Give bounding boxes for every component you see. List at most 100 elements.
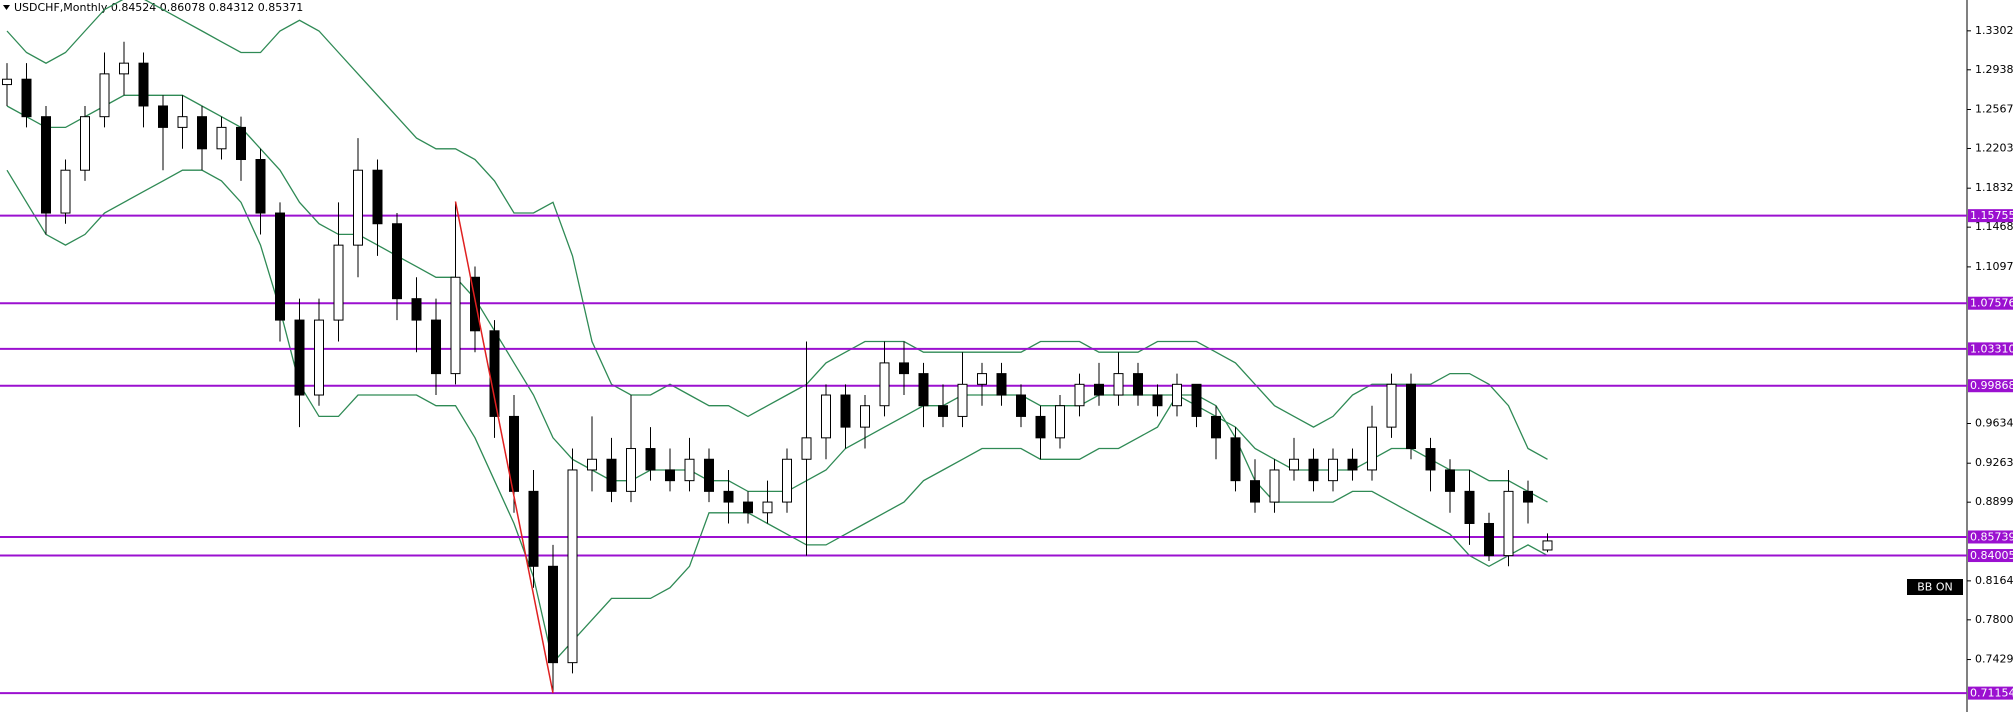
candle-up [177,116,188,128]
candle-down [704,458,714,492]
candle-up [99,73,110,118]
candle-down [392,223,402,300]
candle-down [528,490,539,567]
candle-down [1308,458,1319,482]
y-tick-label: 1.33020 [1975,24,2013,37]
candle-down [1191,383,1202,417]
candle-up [801,437,812,460]
candle-up [1113,373,1124,396]
level-label: 0.85739 [1970,530,2013,543]
candle-down [743,501,753,514]
candle-up [1386,383,1397,428]
candle-down [918,373,929,407]
level-label: 1.07576 [1970,297,2013,310]
candle-up [1055,405,1065,439]
bb-button-label[interactable]: BB ON [1917,581,1952,594]
candle-down [606,458,617,492]
candle-down [21,78,32,118]
candle-down [489,330,500,417]
candle-up [353,169,363,246]
level-label: 0.84005 [1970,549,2013,562]
candle-up [314,319,324,396]
candle-up [60,169,71,214]
y-tick-label: 1.18320 [1975,181,2013,194]
candle-up [782,458,792,503]
y-tick-label: 1.25670 [1975,103,2013,116]
menu-arrow[interactable] [3,5,10,10]
y-tick-label: 0.74290 [1975,653,2013,666]
candle-down [431,319,441,375]
candle-down [1035,415,1046,439]
candle-down [1230,437,1241,482]
y-tick-label: 1.14680 [1975,220,2013,233]
level-label-bg [1968,342,2013,356]
candle-up [450,276,461,375]
candle-up [80,116,90,171]
level-label: 1.15755 [1970,209,2013,222]
candle-up [1289,458,1299,471]
candle-down [1094,383,1104,396]
trendline [454,201,554,694]
candle-down [294,319,305,396]
candle-down [1347,458,1358,471]
candle-up [216,126,227,150]
candle-up [977,373,987,385]
bollinger-lower [6,169,1548,664]
level-label: 1.03310 [1970,342,2013,355]
candle-down [275,212,285,321]
candle-down [236,126,246,161]
candle-up [333,244,344,321]
level-label-bg [1968,549,2013,563]
candle-down [411,298,422,321]
candle-down [1464,490,1475,524]
candle-up [567,469,578,664]
candle-down [645,448,656,471]
candle-down [723,490,734,503]
candle-down [255,159,266,214]
level-label-bg [1968,686,2013,700]
candle-down [1406,383,1416,450]
candle-down [1250,480,1260,503]
level-label-bg [1968,296,2013,310]
candle-up [2,78,12,86]
candle-up [1074,383,1085,407]
candle-down [665,469,675,482]
candle-down [1523,490,1533,503]
candle-down [1152,394,1163,407]
candle-down [1445,469,1455,492]
candle-up [1172,383,1182,407]
y-tick-label: 1.29380 [1975,63,2013,76]
candle-up [1542,540,1553,551]
candle-down [41,116,51,214]
y-tick-label: 1.22030 [1975,141,2013,154]
candle-up [1328,458,1338,482]
candle-down [840,394,851,428]
candle-down [899,362,909,375]
candle-down [1016,394,1026,417]
candle-up [1503,490,1514,557]
candle-up [587,458,597,471]
candle-down [1484,522,1494,557]
candle-up [762,501,773,514]
candle-up [684,458,695,482]
candle-down [158,105,168,128]
candle-up [860,405,870,428]
candle-down [1133,373,1143,396]
bb-button[interactable] [1907,579,1963,595]
candle-down [996,373,1007,396]
candle-down [1425,448,1436,471]
candle-up [821,394,831,439]
candle-down [1211,415,1221,439]
level-label: 0.99868 [1970,379,2013,392]
candle-down [372,169,383,225]
candle-up [1367,426,1377,471]
candle-down [470,276,480,332]
level-label: 0.71154 [1970,687,2013,700]
